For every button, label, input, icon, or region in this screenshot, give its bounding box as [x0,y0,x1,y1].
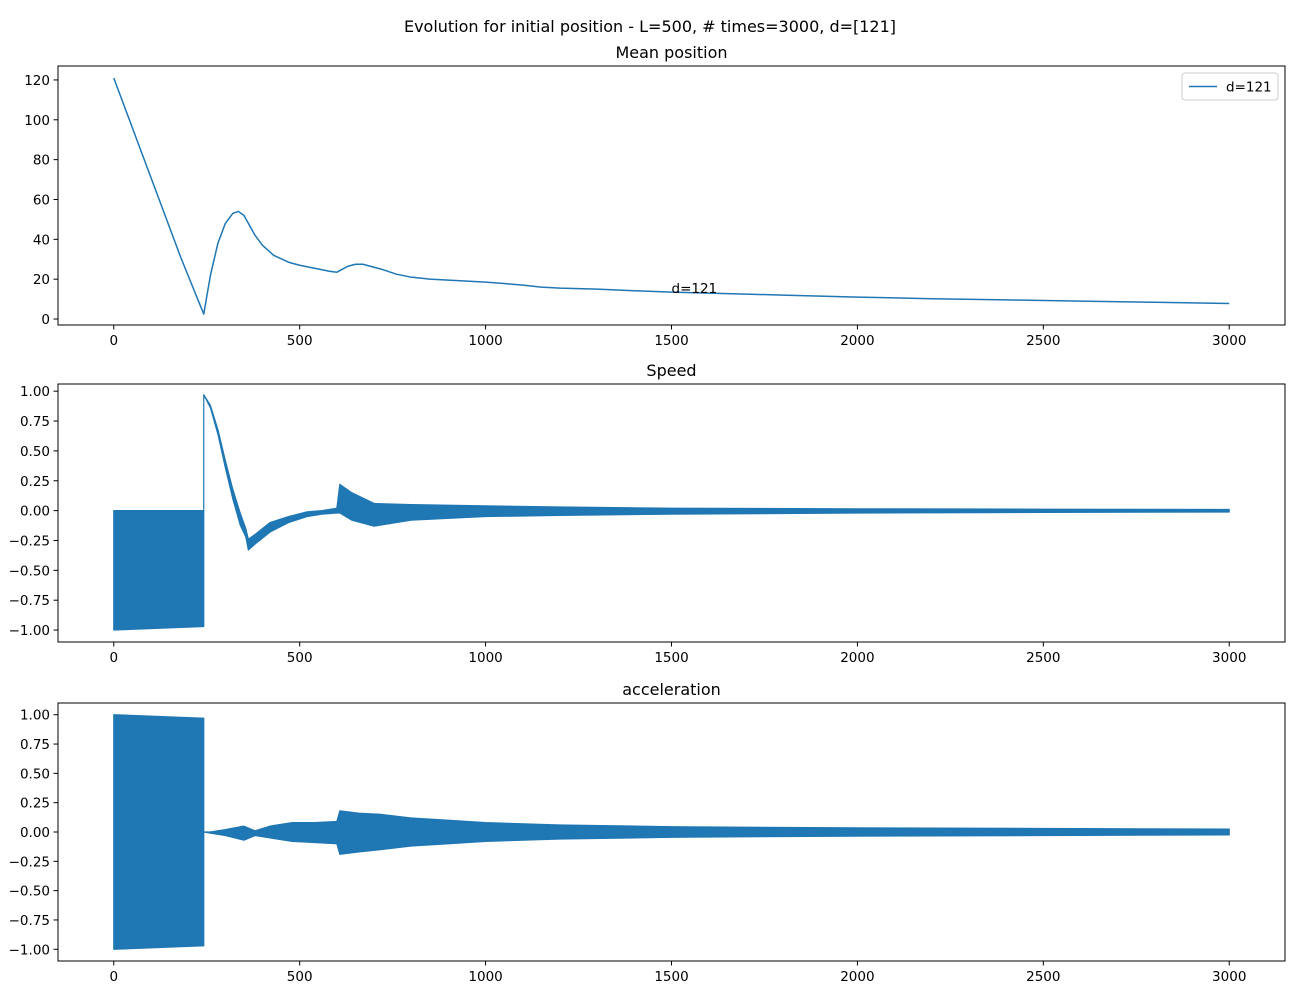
mean-position-ytick-label: 60 [33,192,50,208]
speed-ytick-label: −0.25 [9,533,50,549]
acceleration-plot-area [113,714,1230,950]
mean-position-xtick-label: 3000 [1212,333,1246,349]
mean-position-ytick-label: 80 [33,153,50,169]
mean-position-legend-label: d=121 [1226,80,1272,96]
speed-ytick-label: −1.00 [9,623,50,639]
acceleration-title: acceleration [622,680,721,699]
acceleration-ytick-label: 0.25 [20,796,50,812]
speed-series-envelope [113,394,1230,631]
mean-position-xtick-label: 500 [287,333,313,349]
acceleration-xtick-label: 500 [287,969,313,985]
acceleration-ytick-label: −0.25 [9,854,50,870]
speed-ytick-label: −0.50 [9,563,50,579]
speed-xtick-label: 0 [109,650,118,666]
acceleration-series-envelope [113,714,1230,950]
mean-position-title: Mean position [615,43,727,62]
mean-position-ytick-label: 120 [24,73,50,89]
mean-position-xtick-label: 2500 [1026,333,1060,349]
acceleration-xtick-label: 1000 [468,969,502,985]
acceleration-xtick-label: 3000 [1212,969,1246,985]
speed-title: Speed [646,361,696,380]
mean-position-ytick-label: 0 [41,312,50,328]
acceleration-ytick-label: −0.50 [9,884,50,900]
speed-ytick-label: 0.25 [20,474,50,490]
acceleration-xtick-label: 1500 [654,969,688,985]
speed-xtick-label: 2000 [840,650,874,666]
speed-xtick-label: 1000 [468,650,502,666]
speed-xtick-label: 1500 [654,650,688,666]
mean-position-ytick-label: 100 [24,113,50,129]
acceleration-ytick-label: −0.75 [9,913,50,929]
speed-xtick-label: 2500 [1026,650,1060,666]
speed-plot-area [113,394,1230,631]
speed-ytick-label: −0.75 [9,593,50,609]
speed-ytick-label: 0.00 [20,504,50,520]
mean-position-annotation: d=121 [672,281,718,297]
mean-position-panel: Mean position 0 500 1000 1500 2000 2500 3000 0 20… [24,43,1286,349]
acceleration-ytick-label: 0.00 [20,825,50,841]
mean-position-legend: d=121 [1181,72,1279,101]
mean-position-xtick-label: 1000 [468,333,502,349]
mean-position-ytick-label: 40 [33,232,50,248]
figure-suptitle: Evolution for initial position - L=500, … [404,17,896,36]
mean-position-xtick-label: 0 [109,333,118,349]
acceleration-panel: acceleration 0 500 1000 1500 2000 2500 3000 −1.0… [9,680,1286,985]
acceleration-ytick-label: 1.00 [20,708,50,724]
mean-position-ytick-label: 20 [33,272,50,288]
mean-position-series-line [113,77,1230,315]
speed-xtick-label: 3000 [1212,650,1246,666]
mean-position-plot-area [113,77,1230,315]
acceleration-ytick-label: −1.00 [9,942,50,958]
mean-position-xtick-label: 1500 [654,333,688,349]
acceleration-ytick-label: 0.50 [20,766,50,782]
acceleration-xtick-label: 0 [109,969,118,985]
acceleration-xtick-label: 2000 [840,969,874,985]
speed-ytick-label: 1.00 [20,384,50,400]
speed-xtick-label: 500 [287,650,313,666]
mean-position-legend-box [1181,72,1279,101]
mean-position-xtick-label: 2000 [840,333,874,349]
speed-ytick-label: 0.50 [20,444,50,460]
speed-panel: Speed 0 500 1000 1500 2000 2500 3000 −1.00 −0.75 −… [9,361,1286,666]
acceleration-xtick-label: 2500 [1026,969,1060,985]
acceleration-ytick-label: 0.75 [20,737,50,753]
speed-ytick-label: 0.75 [20,414,50,430]
